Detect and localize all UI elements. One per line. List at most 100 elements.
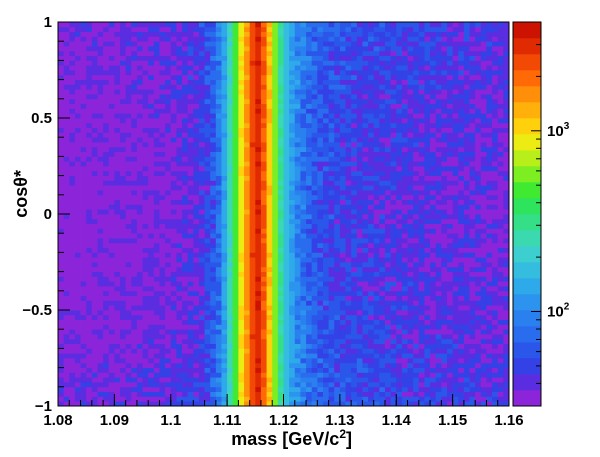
heatmap-cell [390,175,397,181]
heatmap-cell [311,252,318,258]
heatmap-cell [114,132,121,138]
heatmap-cell [356,46,363,52]
heatmap-cell [334,31,341,37]
heatmap-cell [351,377,358,383]
heatmap-cell [159,338,166,344]
heatmap-cell [362,252,369,258]
heatmap-cell [182,156,189,162]
heatmap-cell [379,50,386,56]
heatmap-cell [249,204,256,210]
heatmap-cell [187,84,194,90]
heatmap-cell [210,108,217,114]
heatmap-cell [272,180,279,186]
heatmap-cell [227,132,234,138]
heatmap-cell [58,242,65,248]
heatmap-cell [221,79,228,85]
heatmap-cell [74,391,81,397]
heatmap-cell [379,343,386,349]
heatmap-cell [334,314,341,320]
heatmap-cell [334,401,341,407]
heatmap-cell [131,377,138,383]
heatmap-cell [142,98,149,104]
heatmap-cell [187,113,194,119]
heatmap-cell [148,362,155,368]
heatmap-cell [86,113,93,119]
heatmap-cell [407,305,414,311]
heatmap-cell [80,60,87,66]
heatmap-cell [238,228,245,234]
heatmap-cell [356,146,363,152]
heatmap-cell [58,79,65,85]
heatmap-cell [69,218,76,224]
heatmap-cell [221,175,228,181]
heatmap-cell [306,214,313,220]
heatmap-cell [91,180,98,186]
heatmap-cell [153,396,160,402]
heatmap-cell [317,146,324,152]
heatmap-cell [204,161,211,167]
heatmap-cell [351,305,358,311]
heatmap-cell [306,386,313,392]
heatmap-cell [58,300,65,306]
heatmap-cell [289,377,296,383]
heatmap-cell [153,343,160,349]
heatmap-cell [74,26,81,32]
heatmap-cell [379,372,386,378]
heatmap-cell [379,214,386,220]
heatmap-cell [266,338,273,344]
heatmap-cell [131,142,138,148]
heatmap-cell [244,338,251,344]
heatmap-cell [80,36,87,42]
heatmap-cell [390,348,397,354]
heatmap-cell [63,329,70,335]
heatmap-cell [193,223,200,229]
heatmap-cell [142,190,149,196]
heatmap-cell [69,175,76,181]
heatmap-cell [272,214,279,220]
heatmap-cell [227,185,234,191]
heatmap-cell [165,209,172,215]
heatmap-cell [401,305,408,311]
heatmap-cell [120,348,127,354]
heatmap-cell [63,175,70,181]
heatmap-cell [255,175,262,181]
heatmap-cell [210,334,217,340]
heatmap-cell [238,271,245,277]
heatmap-cell [384,290,392,296]
heatmap-cell [244,353,251,359]
heatmap-cell [165,79,172,85]
heatmap-cell [289,74,296,80]
heatmap-cell [266,290,273,296]
heatmap-cell [306,228,313,234]
heatmap-cell [176,132,183,138]
heatmap-cell [322,223,329,229]
heatmap-cell [317,113,324,119]
heatmap-cell [334,358,341,364]
heatmap-cell [63,290,70,296]
heatmap-cell [249,257,256,263]
heatmap-cell [125,372,132,378]
heatmap-cell [260,310,267,316]
heatmap-cell [91,401,98,407]
heatmap-cell [277,343,284,349]
heatmap-cell [136,338,143,344]
heatmap-cell [283,118,290,124]
heatmap-cell [91,41,98,47]
heatmap-cell [86,50,93,56]
heatmap-cell [260,94,267,100]
heatmap-cell [311,161,318,167]
heatmap-cell [198,362,205,368]
heatmap-cell [176,185,183,191]
heatmap-cell [300,151,307,157]
heatmap-cell [289,223,296,229]
heatmap-cell [317,348,324,354]
heatmap-cell [407,348,414,354]
heatmap-cell [249,233,256,239]
heatmap-cell [390,338,397,344]
heatmap-cell [356,228,363,234]
heatmap-cell [345,151,352,157]
heatmap-cell [103,396,110,402]
heatmap-cell [74,214,81,220]
heatmap-cell [238,22,245,28]
heatmap-cell [165,70,172,76]
